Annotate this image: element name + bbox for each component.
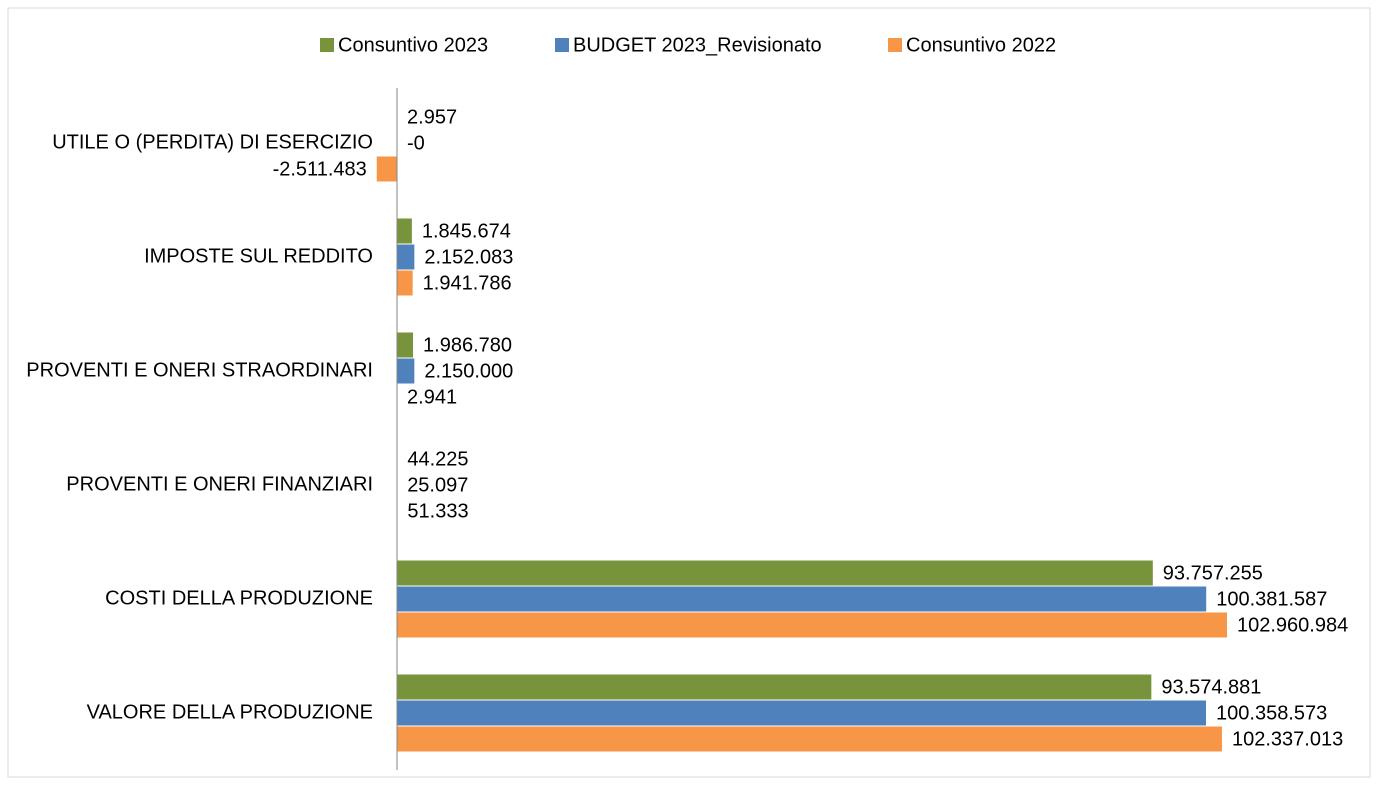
value-label: 100.381.587 xyxy=(1216,588,1327,610)
value-label: 93.757.255 xyxy=(1163,562,1263,584)
legend-label: Consuntivo 2023 xyxy=(338,34,488,56)
legend-label: BUDGET 2023_Revisionato xyxy=(573,34,822,56)
bar xyxy=(397,218,412,244)
bar xyxy=(397,700,1207,726)
value-label: 102.337.013 xyxy=(1232,728,1343,750)
value-label: 1.986.780 xyxy=(423,334,512,356)
value-label: 1.845.674 xyxy=(422,220,511,242)
bar xyxy=(397,358,415,384)
legend-swatch xyxy=(888,38,902,52)
category-label: IMPOSTE SUL REDDITO xyxy=(144,245,373,267)
bar xyxy=(376,156,397,182)
value-label: -2.511.483 xyxy=(273,158,367,180)
bar xyxy=(397,244,415,270)
value-label: 100.358.573 xyxy=(1216,702,1327,724)
bar xyxy=(397,560,1153,586)
legend-swatch xyxy=(555,38,569,52)
legend: Consuntivo 2023 BUDGET 2023_Revisionato Co… xyxy=(320,34,1056,56)
value-label: 51.333 xyxy=(407,500,468,522)
bar xyxy=(397,726,1222,752)
value-label: 2.152.083 xyxy=(424,246,513,268)
bar xyxy=(397,332,414,358)
value-label: 2.150.000 xyxy=(424,360,513,382)
value-label: 25.097 xyxy=(407,474,468,496)
category-label: VALORE DELLA PRODUZIONE xyxy=(87,701,373,723)
value-label: 44.225 xyxy=(407,448,468,470)
category-label: UTILE O (PERDITA) DI ESERCIZIO xyxy=(52,131,373,153)
bar xyxy=(397,586,1207,612)
value-label: -0 xyxy=(407,132,425,154)
value-label: 1.941.786 xyxy=(423,272,512,294)
bar xyxy=(397,270,413,296)
bar xyxy=(397,674,1152,700)
value-label: 102.960.984 xyxy=(1237,614,1348,636)
category-label: PROVENTI E ONERI STRAORDINARI xyxy=(26,359,373,381)
category-label: PROVENTI E ONERI FINANZIARI xyxy=(66,473,373,495)
legend-swatch xyxy=(320,38,334,52)
chart-frame xyxy=(7,7,1371,778)
value-label: 93.574.881 xyxy=(1161,676,1261,698)
category-label: COSTI DELLA PRODUZIONE xyxy=(105,587,373,609)
value-label: 2.957 xyxy=(407,106,457,128)
legend-label: Consuntivo 2022 xyxy=(906,34,1056,56)
value-label: 2.941 xyxy=(407,386,457,408)
bar xyxy=(397,612,1227,638)
